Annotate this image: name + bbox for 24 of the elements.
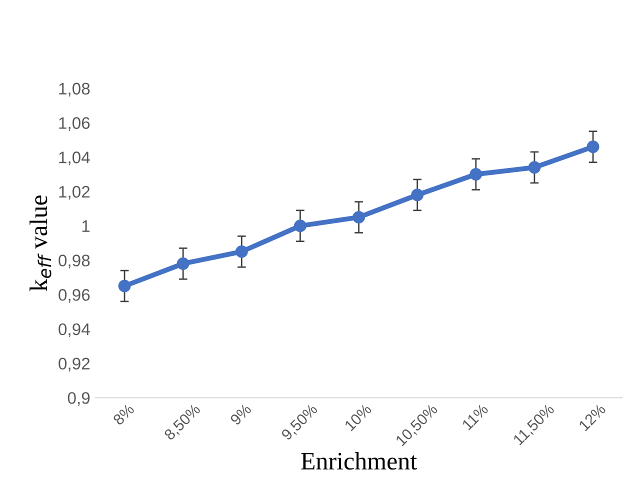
y-tick-label: 0,96	[58, 289, 90, 303]
y-tick-label: 0,94	[58, 323, 90, 338]
point	[118, 280, 131, 292]
x-axis-title: Enrichment	[301, 452, 417, 470]
y-tick-label: 0,9	[68, 392, 90, 406]
x-tick-label: 8%	[112, 403, 135, 426]
point	[470, 168, 482, 181]
point	[235, 245, 248, 258]
point	[528, 161, 541, 174]
point	[586, 140, 600, 154]
y-tick-label: 0,92	[58, 358, 90, 372]
point	[294, 220, 306, 232]
point	[411, 188, 424, 202]
point	[176, 257, 190, 270]
x-tick-label: 11%	[462, 403, 489, 430]
y-axis-title: k$_{eff}$ value	[30, 196, 52, 292]
y-tick-label: 1	[82, 220, 90, 232]
y-tick-label: 1,02	[59, 186, 90, 200]
y-tick-label: 0,98	[58, 254, 90, 268]
x-tick-label: 9%	[230, 403, 252, 426]
y-tick-label: 1,06	[59, 117, 90, 131]
y-tick-label: 1,04	[59, 152, 90, 166]
point	[352, 211, 366, 224]
y-tick-label: 1,08	[59, 82, 90, 97]
